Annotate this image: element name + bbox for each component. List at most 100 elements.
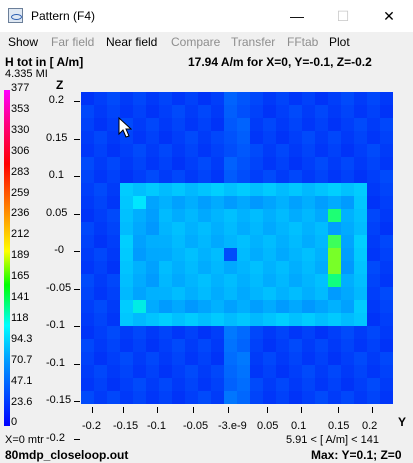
heatmap-cell — [315, 183, 329, 197]
z-tick-mark — [74, 438, 80, 440]
heatmap-cell — [120, 287, 134, 301]
heatmap-cell — [198, 339, 212, 353]
heatmap-cell — [354, 248, 368, 262]
menu-show[interactable]: Show — [8, 35, 39, 49]
heatmap-cell — [276, 248, 290, 262]
heatmap-cell — [185, 300, 199, 314]
heatmap-cell — [367, 196, 381, 210]
heatmap-cell — [185, 144, 199, 158]
heatmap-cell — [263, 157, 277, 171]
y-tick-mark — [92, 407, 93, 413]
heatmap-cell — [120, 235, 134, 249]
heatmap-cell — [380, 157, 393, 171]
z-tick-label: -0.1 — [46, 319, 65, 331]
heatmap-cell — [354, 352, 368, 366]
maximize-button[interactable]: ☐ — [336, 8, 350, 24]
heatmap-cell — [354, 274, 368, 288]
heatmap-cell — [302, 326, 316, 340]
heatmap-cell — [289, 170, 303, 184]
heatmap-cell — [367, 222, 381, 236]
heatmap-cell — [185, 352, 199, 366]
heatmap-cell — [367, 365, 381, 379]
heatmap-cell — [380, 261, 393, 275]
heatmap-cell — [185, 92, 199, 106]
heatmap-cell — [237, 365, 251, 379]
menu-compare[interactable]: Compare — [171, 35, 221, 49]
heatmap-cell — [354, 92, 368, 106]
heatmap-cell — [302, 170, 316, 184]
heatmap-cell — [263, 365, 277, 379]
heatmap-cell — [146, 391, 160, 404]
heatmap-cell — [341, 287, 355, 301]
heatmap-cell — [211, 339, 225, 353]
heatmap-cell — [302, 222, 316, 236]
z-tick-label: -0.05 — [46, 281, 72, 294]
heatmap-cell — [211, 196, 225, 210]
heatmap-cell — [120, 300, 134, 314]
heatmap-cell — [172, 274, 186, 288]
heatmap-cell — [146, 131, 160, 145]
heatmap-cell — [211, 300, 225, 314]
heatmap-cell — [302, 118, 316, 132]
heatmap-cell — [198, 274, 212, 288]
heatmap-cell — [159, 183, 173, 197]
heatmap-cell — [354, 209, 368, 223]
heatmap-cell — [367, 183, 381, 197]
heatmap-cell — [198, 222, 212, 236]
heatmap-cell — [354, 313, 368, 327]
heatmap-cell — [211, 365, 225, 379]
heatmap-cell — [276, 339, 290, 353]
filename-label: 80mdp_closeloop.out — [5, 448, 129, 462]
heatmap-cell — [224, 105, 238, 119]
heatmap-cell — [120, 326, 134, 340]
heatmap-cell — [81, 261, 95, 275]
close-button[interactable]: ✕ — [383, 8, 395, 24]
heatmap-cell — [120, 248, 134, 262]
heatmap-cell — [328, 313, 342, 327]
heatmap-cell — [289, 313, 303, 327]
heatmap-cell — [94, 274, 108, 288]
heatmap-cell — [237, 235, 251, 249]
z-tick-label: 0.2 — [48, 94, 64, 106]
heatmap-cell — [133, 378, 147, 392]
heatmap-cell — [172, 144, 186, 158]
heatmap-cell — [224, 131, 238, 145]
heatmap-cell — [133, 131, 147, 145]
menu-transfer[interactable]: Transfer — [231, 35, 276, 49]
heatmap-cell — [341, 326, 355, 340]
heatmap-cell — [250, 118, 264, 132]
heatmap-cell — [198, 326, 212, 340]
menu-plot[interactable]: Plot — [329, 35, 350, 49]
heatmap-cell — [315, 170, 329, 184]
z-tick-mark — [74, 401, 80, 402]
heatmap-cell — [263, 144, 277, 158]
heatmap-cell — [94, 131, 108, 145]
heatmap-cell — [328, 196, 342, 210]
heatmap-cell — [237, 313, 251, 327]
heatmap-cell — [224, 378, 238, 392]
app-icon — [8, 8, 23, 23]
heatmap-cell — [107, 313, 121, 327]
heatmap-cell — [185, 248, 199, 262]
heatmap-cell — [276, 222, 290, 236]
heatmap-cell — [328, 274, 342, 288]
heatmap-cell — [354, 339, 368, 353]
heatmap-cell — [94, 287, 108, 301]
heatmap-cell — [354, 222, 368, 236]
heatmap-cell — [185, 196, 199, 210]
heatmap-cell — [354, 235, 368, 249]
heatmap-cell — [94, 235, 108, 249]
heatmap-cell — [120, 157, 134, 171]
heatmap-cell — [289, 378, 303, 392]
minimize-button[interactable]: — — [290, 8, 304, 24]
heatmap-cell — [276, 157, 290, 171]
heatmap-cell — [211, 391, 225, 404]
menu-near-field[interactable]: Near field — [106, 35, 158, 49]
menu-far-field[interactable]: Far field — [51, 35, 95, 49]
heatmap-cell — [341, 183, 355, 197]
heatmap-cell — [315, 326, 329, 340]
menu-fftab[interactable]: FFtab — [287, 35, 319, 49]
near-field-plot[interactable] — [81, 92, 393, 404]
heatmap-cell — [146, 105, 160, 119]
heatmap-cell — [81, 339, 95, 353]
